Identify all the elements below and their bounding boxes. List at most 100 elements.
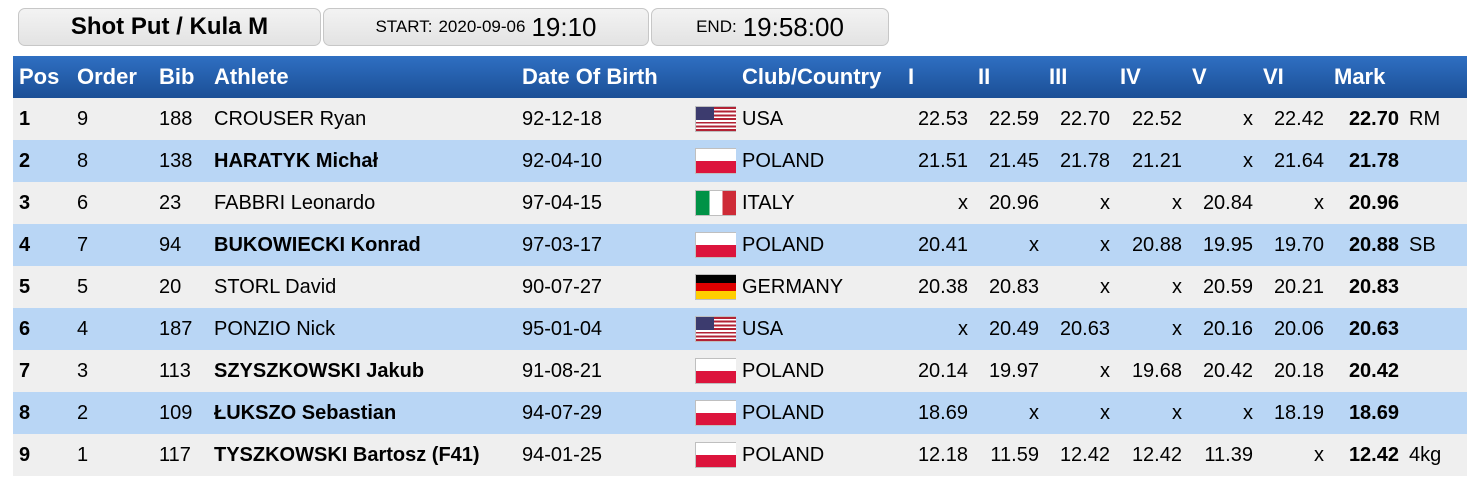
order-cell: 7 <box>77 233 89 256</box>
attempt-1: 20.41 <box>917 233 968 256</box>
event-title: Shot Put / Kula M <box>18 8 321 46</box>
position-cell: 4 <box>19 233 31 256</box>
attempt-3: 21.78 <box>1059 149 1110 172</box>
attempt-2: 20.83 <box>988 275 1039 298</box>
attempt-4: 21.21 <box>1131 149 1182 172</box>
country-name: POLAND <box>742 443 825 466</box>
attempt-3: x <box>1100 359 1110 382</box>
date-of-birth: 92-12-18 <box>522 107 603 130</box>
attempt-6: 20.21 <box>1273 275 1324 298</box>
result-row: 3 6 23 FABBRI Leonardo 97-04-15 ITALY x 20.96 x x… <box>13 182 1467 224</box>
date-of-birth: 94-07-29 <box>522 401 603 424</box>
position-cell: 1 <box>19 107 31 130</box>
attempt-4: 20.88 <box>1131 233 1182 256</box>
flag-cell <box>680 350 736 392</box>
best-mark: 20.42 <box>1348 359 1399 382</box>
result-row: 9 1 117 TYSZKOWSKI Bartosz (F41) 94-01-25 POL… <box>13 434 1467 476</box>
col-club-country: Club/Country <box>742 64 882 89</box>
attempt-4: x <box>1172 401 1182 424</box>
poland-flag-icon <box>696 359 736 383</box>
country-name: POLAND <box>742 233 825 256</box>
athlete-name: TYSZKOWSKI Bartosz (F41) <box>214 443 480 466</box>
attempt-1: x <box>958 191 968 214</box>
end-box: END: 19:58:00 <box>651 8 889 46</box>
position-cell: 6 <box>19 317 31 340</box>
attempt-6: 19.70 <box>1273 233 1324 256</box>
record-note: SB <box>1409 233 1436 256</box>
attempt-2: 19.97 <box>988 359 1039 382</box>
result-row: 5 5 20 STORL David 90-07-27 GERMANY 20.38 20.83… <box>13 266 1467 308</box>
country-name: USA <box>742 107 784 130</box>
start-time: 19:10 <box>531 11 597 42</box>
bib-cell: 188 <box>159 107 193 130</box>
bib-cell: 117 <box>159 443 191 466</box>
attempt-4: 22.52 <box>1131 107 1182 130</box>
col-order: Order <box>77 64 137 89</box>
record-note <box>1403 308 1467 350</box>
attempt-2: 21.45 <box>988 149 1039 172</box>
col-bib: Bib <box>159 64 195 89</box>
header-row: Pos Order Bib Athlete Date Of Birth Club… <box>13 56 1467 98</box>
col-athlete: Athlete <box>214 64 289 89</box>
col-attempt-5: V <box>1192 64 1207 89</box>
best-mark: 20.83 <box>1348 275 1399 298</box>
attempt-5: x <box>1243 107 1253 130</box>
date-of-birth: 97-04-15 <box>522 191 603 214</box>
order-cell: 2 <box>77 401 89 424</box>
date-of-birth: 91-08-21 <box>522 359 603 382</box>
position-cell: 9 <box>19 443 31 466</box>
order-cell: 8 <box>77 149 89 172</box>
result-row: 8 2 109 ŁUKSZO Sebastian 94-07-29 POLAND 18.69… <box>13 392 1467 434</box>
record-note <box>1403 392 1467 434</box>
usa-flag-icon <box>696 107 736 131</box>
attempt-6: 18.19 <box>1273 401 1324 424</box>
attempt-3: x <box>1100 275 1110 298</box>
position-cell: 7 <box>19 359 31 382</box>
attempt-5: 20.84 <box>1202 191 1253 214</box>
attempt-2: 20.96 <box>988 191 1039 214</box>
attempt-5: 20.42 <box>1202 359 1253 382</box>
athlete-name: STORL David <box>214 275 337 298</box>
attempt-6: 20.18 <box>1273 359 1324 382</box>
result-row: 7 3 113 SZYSZKOWSKI Jakub 91-08-21 POLAND 20.1… <box>13 350 1467 392</box>
athlete-name: HARATYK Michał <box>214 149 379 172</box>
order-cell: 5 <box>77 275 89 298</box>
results-body: 1 9 188 CROUSER Ryan 92-12-18 USA 22.53 22.59 22… <box>13 98 1467 476</box>
country-name: POLAND <box>742 149 825 172</box>
bib-cell: 109 <box>159 401 193 424</box>
attempt-5: 20.59 <box>1202 275 1253 298</box>
best-mark: 12.42 <box>1348 443 1399 466</box>
date-of-birth: 90-07-27 <box>522 275 603 298</box>
start-label: START: <box>375 17 433 36</box>
attempt-2: 11.59 <box>990 443 1039 466</box>
col-note <box>1403 56 1467 98</box>
record-note <box>1403 350 1467 392</box>
flag-cell <box>680 308 736 350</box>
attempt-6: 22.42 <box>1273 107 1324 130</box>
best-mark: 21.78 <box>1348 149 1399 172</box>
flag-cell <box>680 434 736 476</box>
athlete-name: FABBRI Leonardo <box>214 191 376 214</box>
attempt-2: 22.59 <box>988 107 1039 130</box>
bib-cell: 113 <box>159 359 191 382</box>
col-dob: Date Of Birth <box>522 64 658 89</box>
col-attempt-3: III <box>1049 64 1068 89</box>
date-of-birth: 95-01-04 <box>522 317 603 340</box>
attempt-2: 20.49 <box>988 317 1039 340</box>
col-attempt-4: IV <box>1120 64 1141 89</box>
flag-cell <box>680 182 736 224</box>
order-cell: 6 <box>77 191 89 214</box>
usa-flag-icon <box>696 317 736 341</box>
attempt-4: 19.68 <box>1131 359 1182 382</box>
attempt-3: x <box>1100 401 1110 424</box>
position-cell: 2 <box>19 149 31 172</box>
attempt-4: x <box>1172 191 1182 214</box>
attempt-5: 11.39 <box>1204 443 1253 466</box>
start-date: 2020-09-06 <box>438 17 526 36</box>
flag-cell <box>680 224 736 266</box>
position-cell: 5 <box>19 275 31 298</box>
end-label: END: <box>696 17 737 36</box>
country-name: POLAND <box>742 401 825 424</box>
order-cell: 4 <box>77 317 89 340</box>
attempt-1: x <box>958 317 968 340</box>
